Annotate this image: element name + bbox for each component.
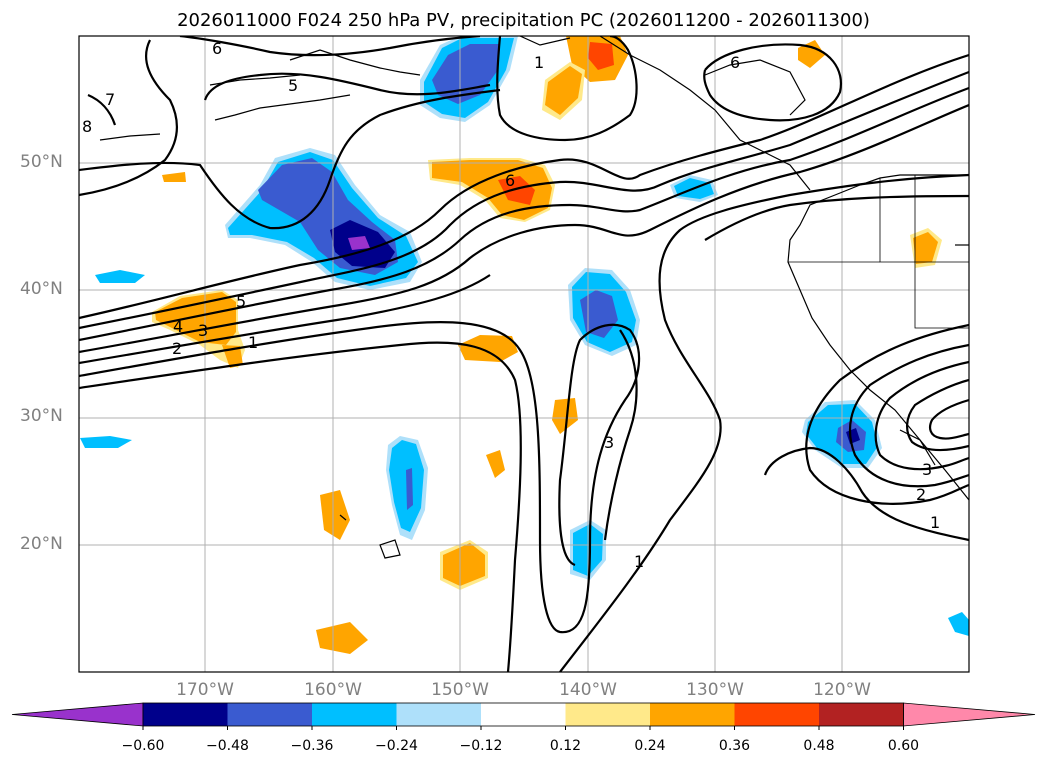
contour-label: 4 [173,317,183,336]
contour-label: 2 [916,485,926,504]
colorbar-extend-high [903,702,1036,727]
contour-label: 1 [634,552,644,571]
contour-label: 8 [82,117,92,136]
contour-label: 1 [248,333,258,352]
colorbar [11,702,1036,730]
lat-label: 30°N [20,406,63,426]
map-frame [78,35,970,673]
colorbar-tick-label: 0.36 [718,738,751,754]
colorbar-extend-low [11,702,144,727]
contour-label: 2 [172,339,182,358]
graticule [79,36,969,672]
colorbar-segment [312,703,397,726]
colorbar-segment [227,703,313,726]
lon-label: 170°W [176,680,234,700]
contour-label: 5 [288,76,298,95]
contour-label: 1 [534,53,544,72]
lon-label: 140°W [559,680,617,700]
lon-label: 130°W [686,680,744,700]
colorbar-segment [143,703,228,726]
colorbar-outline [142,702,904,727]
colorbar-tick-label: 0.12 [549,738,582,754]
contour-label: 7 [105,90,115,109]
contour-label: 5 [236,292,246,311]
colorbar-tick-label: 0.48 [803,738,835,754]
lat-label: 20°N [20,534,63,554]
colorbar-segment [565,703,651,726]
precip-positive-areas [152,36,942,654]
pv-contours [79,36,969,672]
contour-label: 3 [198,321,208,340]
lat-label: 50°N [20,152,63,172]
contour-label: 6 [505,171,515,190]
lat-label: 40°N [20,279,63,299]
contour-label: 1 [930,513,940,532]
colorbar-segment [396,703,482,726]
colorbar-tick-label: −0.60 [121,738,165,754]
colorbar-tick-label: −0.48 [206,738,249,754]
coastlines [99,36,969,559]
contour-label-group: 6 5 7 8 1 6 6 5 4 3 2 1 3 1 3 2 1 [82,39,940,571]
lon-label: 120°W [813,680,871,700]
colorbar-segment [650,703,735,726]
colorbar-tick-label: 0.24 [634,738,666,754]
lon-label: 160°W [304,680,362,700]
map-plot-area: 6 5 7 8 1 6 6 5 4 3 2 1 3 1 3 2 1 [79,36,969,672]
colorbar-tick-label: 0.60 [887,738,920,754]
lon-label: 150°W [431,680,489,700]
colorbar-segment [734,703,820,726]
colorbar-tick-label: −0.36 [290,738,334,754]
colorbar-tick-label: −0.24 [375,738,418,754]
map-title: 2026011000 F024 250 hPa PV, precipitatio… [177,10,870,31]
contour-label: 6 [730,53,740,72]
contour-label: 3 [922,460,932,479]
contour-label: 6 [212,39,222,58]
colorbar-segment [819,703,904,726]
contour-label: 3 [604,433,614,452]
colorbar-tick-label: −0.12 [459,738,503,754]
colorbar-segment [481,703,566,726]
